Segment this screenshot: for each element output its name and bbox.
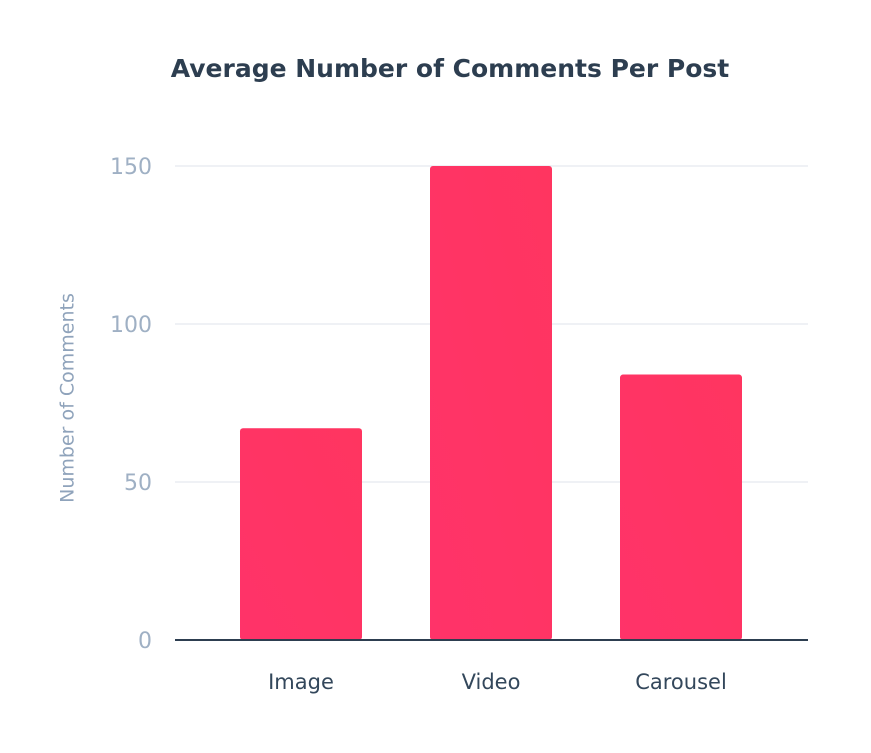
- y-tick-label: 50: [124, 471, 152, 496]
- y-tick-label: 0: [138, 629, 152, 654]
- bar-shade: [430, 166, 552, 640]
- bar-shade: [620, 374, 742, 640]
- chart-title: Average Number of Comments Per Post: [171, 54, 729, 83]
- bar-shade: [240, 428, 362, 640]
- x-tick-label: Video: [462, 670, 521, 694]
- x-tick-label: Image: [268, 670, 334, 694]
- y-tick-label: 100: [110, 313, 152, 338]
- y-tick-label: 150: [110, 155, 152, 180]
- y-axis-label: Number of Comments: [57, 293, 79, 503]
- x-tick-label: Carousel: [635, 670, 727, 694]
